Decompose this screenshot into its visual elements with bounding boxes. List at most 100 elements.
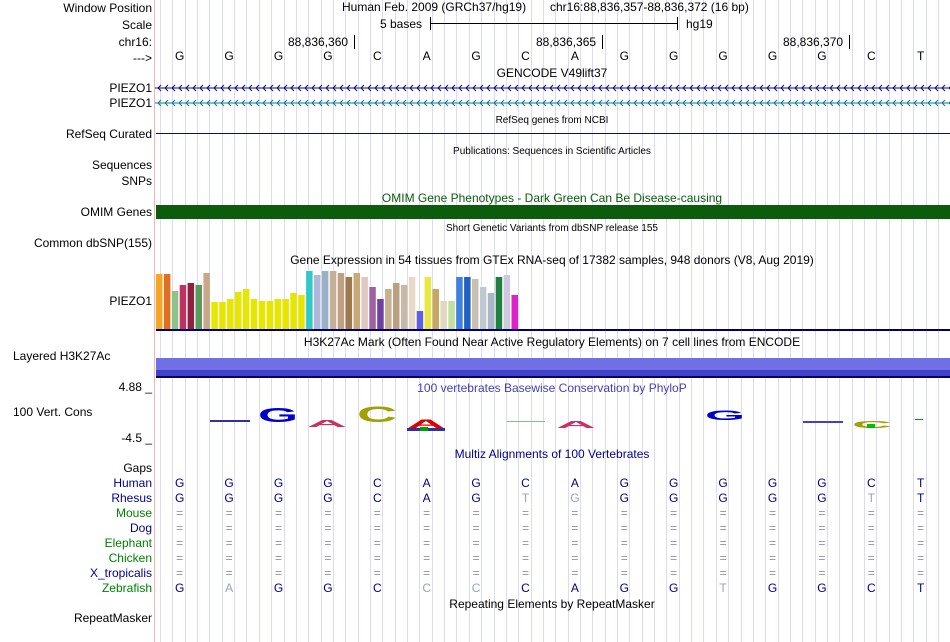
gtex-tissue-bar[interactable] <box>345 277 353 329</box>
track-label-common-dbsnp[interactable]: Common dbSNP(155) <box>33 236 152 250</box>
omim-gene-bar[interactable] <box>156 205 950 219</box>
track-label-h3k27ac[interactable]: Layered H3K27Ac <box>13 349 111 363</box>
gtex-tissue-bar[interactable] <box>321 271 329 329</box>
gtex-tissue-bar[interactable] <box>361 277 368 329</box>
ruler-tick-mark <box>849 35 850 49</box>
gtex-tissue-bar[interactable] <box>432 289 440 329</box>
species-label[interactable]: Dog <box>129 521 152 535</box>
gtex-tissue-bar[interactable] <box>274 299 282 329</box>
reference-base: G <box>817 49 827 63</box>
svg-text:A: A <box>407 417 446 431</box>
track-label-snps[interactable]: SNPs <box>121 174 152 188</box>
gtex-bar-chart[interactable] <box>155 268 535 330</box>
gtex-tissue-bar[interactable] <box>290 293 297 329</box>
gtex-tissue-bar[interactable] <box>235 292 242 329</box>
gtex-tissue-bar[interactable] <box>377 299 384 329</box>
gtex-tissue-bar[interactable] <box>195 285 203 329</box>
gtex-tissue-bar[interactable] <box>219 302 226 329</box>
gtex-tissue-bar[interactable] <box>440 301 447 329</box>
gtex-tissue-bar[interactable] <box>448 301 455 329</box>
gtex-tissue-bar[interactable] <box>479 287 487 329</box>
gtex-tissue-bar[interactable] <box>250 299 258 329</box>
gtex-tissue-bar[interactable] <box>337 273 345 329</box>
gtex-tissue-bar[interactable] <box>487 293 495 329</box>
gtex-tissue-bar[interactable] <box>187 283 195 329</box>
track-label-100-vert-cons[interactable]: 100 Vert. Cons <box>13 405 93 419</box>
gtex-tissue-bar[interactable] <box>385 289 392 329</box>
species-label[interactable]: Human <box>113 476 152 490</box>
alignment-base: A <box>570 476 579 490</box>
track-label-piezo1-gencode[interactable]: PIEZO1 <box>109 81 152 95</box>
alignment-base: C <box>521 476 530 490</box>
gtex-tissue-bar[interactable] <box>211 302 218 329</box>
species-label[interactable]: Mouse <box>115 506 152 520</box>
track-label-gtex-piezo1[interactable]: PIEZO1 <box>109 294 152 308</box>
alignment-base: = <box>719 566 727 580</box>
gridline <box>740 0 742 642</box>
refseq-gene-line[interactable] <box>156 133 950 134</box>
alignment-base: = <box>176 506 184 520</box>
species-label[interactable]: X_tropicalis <box>89 566 152 580</box>
track-label-gaps[interactable]: Gaps <box>123 461 152 475</box>
repeatmasker-track-title: Repeating Elements by RepeatMasker <box>449 597 655 611</box>
gtex-tissue-bar[interactable] <box>298 295 305 329</box>
species-label[interactable]: Rhesus <box>111 491 152 505</box>
alignment-base: A <box>570 581 579 595</box>
gtex-tissue-bar[interactable] <box>353 273 361 329</box>
species-label[interactable]: Elephant <box>104 536 152 550</box>
gtex-tissue-bar[interactable] <box>258 301 266 329</box>
phylop-sequence-logo[interactable]: G A C A A G C <box>155 400 950 440</box>
gtex-tissue-bar[interactable] <box>393 283 400 329</box>
track-label-sequences[interactable]: Sequences <box>91 158 152 172</box>
alignment-base: G <box>175 491 185 505</box>
gtex-tissue-bar[interactable] <box>400 285 408 329</box>
gtex-tissue-bar[interactable] <box>156 274 163 329</box>
h3k27ac-track-title: H3K27Ac Mark (Often Found Near Active Re… <box>303 335 801 349</box>
alignment-base: G <box>471 491 481 505</box>
gtex-tissue-bar[interactable] <box>369 287 376 329</box>
track-label-repeatmasker[interactable]: RepeatMasker <box>73 611 152 625</box>
gtex-tissue-bar[interactable] <box>329 271 337 329</box>
gtex-tissue-bar[interactable] <box>203 273 210 329</box>
gtex-tissue-bar[interactable] <box>464 277 471 329</box>
gtex-tissue-bar[interactable] <box>242 289 250 329</box>
gtex-tissue-bar[interactable] <box>495 277 503 329</box>
gtex-tissue-bar[interactable] <box>171 291 179 329</box>
gtex-tissue-bar[interactable] <box>306 271 313 329</box>
h3k27ac-signal-light[interactable] <box>156 358 950 370</box>
track-label-omim[interactable]: OMIM Genes <box>80 205 152 219</box>
gtex-tissue-bar[interactable] <box>472 279 479 329</box>
gtex-tissue-bar[interactable] <box>424 277 432 329</box>
gtex-tissue-bar[interactable] <box>408 277 416 329</box>
ruler-tick-label: 88,836,360 <box>288 35 349 49</box>
piezo1-gene-model[interactable] <box>155 84 950 92</box>
alignment-base: = <box>571 521 579 535</box>
piezo1-gene-model-alt[interactable] <box>155 99 950 107</box>
track-label-piezo1-gencode-alt[interactable]: PIEZO1 <box>109 96 152 110</box>
species-label[interactable]: Zebrafish <box>101 581 152 595</box>
h3k27ac-signal-dark[interactable] <box>156 376 950 378</box>
track-label-refseq[interactable]: RefSeq Curated <box>65 127 152 141</box>
gtex-tissue-bar[interactable] <box>416 311 424 329</box>
logo-letter-g: G <box>258 405 298 427</box>
h3k27ac-signal-mid[interactable] <box>156 370 950 376</box>
alignment-base: = <box>521 521 529 535</box>
gtex-tissue-bar[interactable] <box>282 299 289 329</box>
logo-letter-a: A <box>407 417 446 431</box>
gtex-tissue-bar[interactable] <box>456 277 463 329</box>
gencode-gene-models[interactable] <box>155 80 950 110</box>
reference-base: G <box>471 49 481 63</box>
gtex-tissue-bar[interactable] <box>179 285 187 329</box>
gtex-tissue-bar[interactable] <box>266 301 274 329</box>
reference-base: G <box>323 49 333 63</box>
gtex-tissue-bar[interactable] <box>511 295 519 329</box>
alignment-base: G <box>323 476 333 490</box>
svg-text:G: G <box>705 407 745 423</box>
gtex-tissue-bar[interactable] <box>503 275 511 329</box>
gtex-tissue-bar[interactable] <box>314 275 321 329</box>
gtex-tissue-bar[interactable] <box>227 299 234 329</box>
species-label[interactable]: Chicken <box>108 551 152 565</box>
reference-base: G <box>175 49 185 63</box>
svg-text:C: C <box>357 402 397 427</box>
gtex-tissue-bar[interactable] <box>163 274 171 329</box>
